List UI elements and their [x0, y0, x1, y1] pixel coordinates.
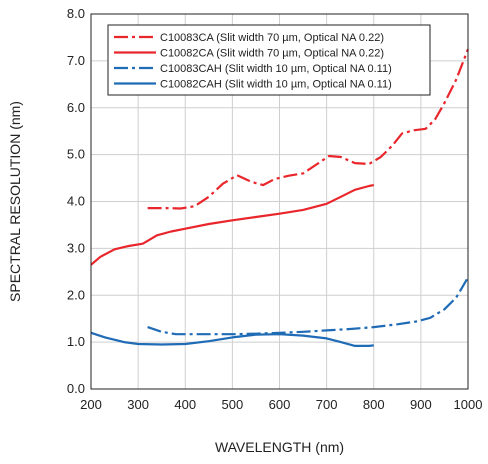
- x-tick-label: 200: [80, 397, 102, 412]
- legend: C10083CA (Slit width 70 µm, Optical NA 0…: [107, 24, 431, 96]
- x-tick-label: 800: [363, 397, 385, 412]
- legend-label: C10083CA (Slit width 70 µm, Optical NA 0…: [160, 32, 384, 44]
- series-line-2: [90, 184, 375, 266]
- y-axis-ticks: 0.0 1.0 2.0 3.0 4.0 5.0 6.0 7.0 8.0: [67, 6, 85, 396]
- x-tick-label: 700: [316, 397, 338, 412]
- legend-label: C10083CAH (Slit width 10 µm, Optical NA …: [160, 63, 392, 75]
- x-tick-label: 600: [269, 397, 291, 412]
- x-tick-label: 1000: [454, 397, 483, 412]
- y-axis-title: SPECTRAL RESOLUTION (nm): [7, 101, 23, 302]
- y-tick-label: 2.0: [67, 287, 85, 302]
- plot-frame: [90, 13, 469, 390]
- y-tick-label: 6.0: [67, 100, 85, 115]
- x-tick-label: 300: [127, 397, 149, 412]
- x-axis-ticks: 200 300 400 500 600 700 800 900 1000: [80, 397, 482, 412]
- y-tick-label: 0.0: [67, 381, 85, 396]
- series-line-1: [147, 48, 470, 210]
- x-tick-label: 500: [222, 397, 244, 412]
- y-tick-label: 8.0: [67, 6, 85, 21]
- y-tick-label: 5.0: [67, 147, 85, 162]
- x-axis-title: WAVELENGTH (nm): [215, 439, 344, 455]
- legend-label: C10082CA (Slit width 70 µm, Optical NA 0…: [160, 48, 384, 60]
- y-tick-label: 4.0: [67, 194, 85, 209]
- legend-label: C10082CAH (Slit width 10 µm, Optical NA …: [160, 79, 392, 91]
- x-tick-label: 900: [410, 397, 432, 412]
- y-tick-label: 7.0: [67, 53, 85, 68]
- x-tick-label: 400: [174, 397, 196, 412]
- y-tick-label: 1.0: [67, 334, 85, 349]
- legend-box: [107, 24, 431, 96]
- series-line-4: [90, 331, 374, 347]
- series-layer: [90, 48, 470, 347]
- y-tick-label: 3.0: [67, 240, 85, 255]
- series-line-3: [147, 276, 469, 336]
